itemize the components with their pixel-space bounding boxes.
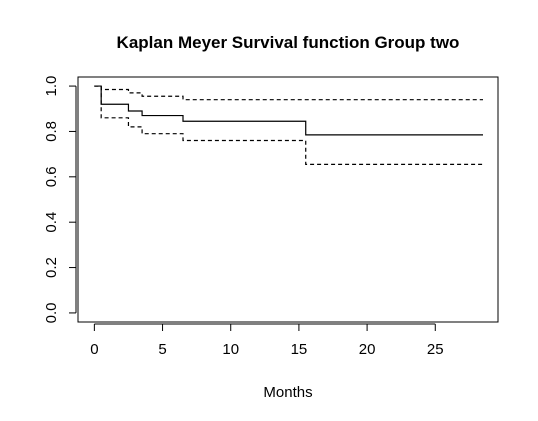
x-tick-label: 15 — [291, 341, 308, 358]
upper-ci-curve — [94, 85, 483, 101]
y-tick-label: 0.0 — [43, 302, 60, 323]
y-tick-label: 0.2 — [43, 257, 60, 278]
lower-ci-curve — [94, 85, 483, 165]
x-tick-label: 5 — [158, 341, 166, 358]
y-axis: 0.0 0.2 0.4 0.6 0.8 1.0 — [43, 76, 77, 323]
y-tick-label: 0.4 — [43, 212, 60, 233]
x-axis-label: Months — [263, 384, 312, 401]
x-tick-label: 20 — [359, 341, 376, 358]
x-tick-label: 25 — [427, 341, 444, 358]
y-tick-label: 0.8 — [43, 121, 60, 142]
chart-title: Kaplan Meyer Survival function Group two — [117, 33, 460, 52]
x-tick-label: 0 — [90, 341, 98, 358]
series-layer — [94, 85, 483, 165]
x-axis: 0 5 10 15 20 25 — [90, 323, 444, 358]
survival-curve — [94, 85, 483, 136]
x-tick-label: 10 — [222, 341, 239, 358]
y-tick-label: 0.6 — [43, 166, 60, 187]
y-tick-label: 1.0 — [43, 76, 60, 97]
plot-box — [77, 76, 499, 323]
